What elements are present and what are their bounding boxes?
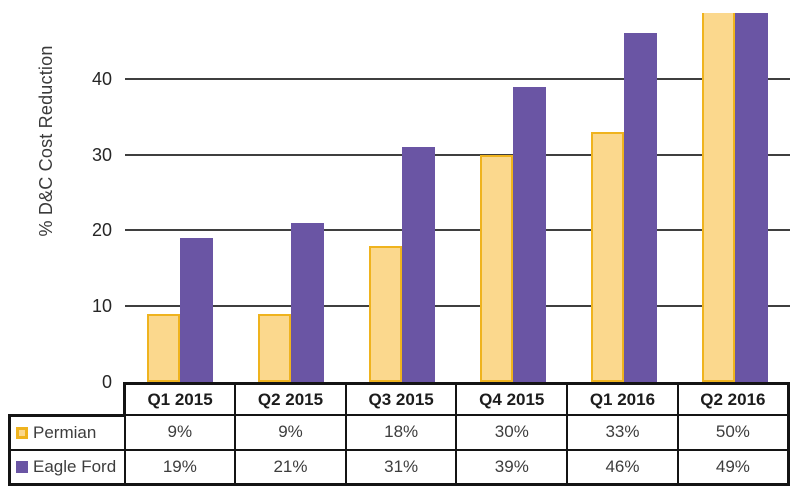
table-cell-permian-q2-2016: 50% xyxy=(676,414,790,451)
table-corner-spacer xyxy=(10,384,125,416)
y-tick-label-20: 20 xyxy=(91,220,112,241)
y-tick-label-0: 0 xyxy=(101,372,112,392)
legend-label-permian: Permian xyxy=(33,422,97,442)
gridline-20 xyxy=(125,229,790,232)
bar-permian-q1-2015 xyxy=(147,313,181,382)
column-header-q2-2015: Q2 2015 xyxy=(234,382,347,416)
bar-eagle-ford-q3-2015 xyxy=(402,147,436,382)
bar-permian-q2-2015 xyxy=(258,313,292,382)
gridline-10 xyxy=(125,305,790,308)
table-cell-eagle-ford-q4-2015: 39% xyxy=(455,448,569,486)
eagle-ford-swatch-icon xyxy=(16,460,28,473)
legend-cell-eagle-ford: Eagle Ford xyxy=(8,448,126,486)
legend-cell-permian: Permian xyxy=(8,413,126,451)
permian-swatch-icon xyxy=(16,426,28,439)
bar-eagle-ford-q1-2016 xyxy=(623,33,657,382)
y-axis-title: % D&C Cost Reduction xyxy=(36,45,56,237)
table-cell-permian-q4-2015: 30% xyxy=(455,414,569,451)
bar-permian-q3-2015 xyxy=(369,245,403,382)
table-row-permian: Permian 9% 9% 18% 30% 33% 50% xyxy=(8,413,790,451)
column-header-q1-2016: Q1 2016 xyxy=(566,382,679,416)
gridline-40 xyxy=(125,77,790,80)
bar-eagle-ford-q4-2015 xyxy=(512,86,546,382)
table-cell-eagle-ford-q3-2015: 31% xyxy=(344,448,458,486)
table-header-row: Q1 2015 Q2 2015 Q3 2015 Q4 2015 Q1 2016 … xyxy=(10,382,790,416)
table-cell-eagle-ford-q1-2016: 46% xyxy=(566,448,679,486)
data-table-grid: Q1 2015 Q2 2015 Q3 2015 Q4 2015 Q1 2016 … xyxy=(8,382,790,486)
column-header-q1-2015: Q1 2015 xyxy=(123,382,237,416)
table-cell-eagle-ford-q2-2015: 21% xyxy=(234,448,347,486)
bar-eagle-ford-q1-2015 xyxy=(180,238,214,382)
table-cell-permian-q2-2015: 9% xyxy=(234,414,347,451)
bar-eagle-ford-q2-2015 xyxy=(291,222,325,382)
table-cell-permian-q1-2015: 9% xyxy=(123,414,237,451)
bar-permian-q1-2016 xyxy=(590,131,624,382)
table-cell-permian-q3-2015: 18% xyxy=(344,414,458,451)
table-cell-permian-q1-2016: 33% xyxy=(566,414,679,451)
column-header-q3-2015: Q3 2015 xyxy=(344,382,458,416)
plot-area xyxy=(125,13,790,382)
bar-permian-q4-2015 xyxy=(479,154,513,382)
gridline-30 xyxy=(125,153,790,156)
data-table: Q1 2015 Q2 2015 Q3 2015 Q4 2015 Q1 2016 … xyxy=(8,382,790,486)
table-cell-eagle-ford-q1-2015: 19% xyxy=(123,448,237,486)
column-header-q4-2015: Q4 2015 xyxy=(455,382,569,416)
column-header-q2-2016: Q2 2016 xyxy=(676,382,790,416)
y-tick-label-10: 10 xyxy=(91,296,112,317)
bar-eagle-ford-q2-2016 xyxy=(734,13,768,382)
table-row-eagle-ford: Eagle Ford 19% 21% 31% 39% 46% 49% xyxy=(8,448,790,486)
y-tick-label-30: 30 xyxy=(91,144,112,165)
legend-label-eagle-ford: Eagle Ford xyxy=(33,456,117,476)
y-tick-label-40: 40 xyxy=(91,68,112,89)
table-cell-eagle-ford-q2-2016: 49% xyxy=(676,448,790,486)
bar-permian-q2-2016 xyxy=(701,13,735,382)
